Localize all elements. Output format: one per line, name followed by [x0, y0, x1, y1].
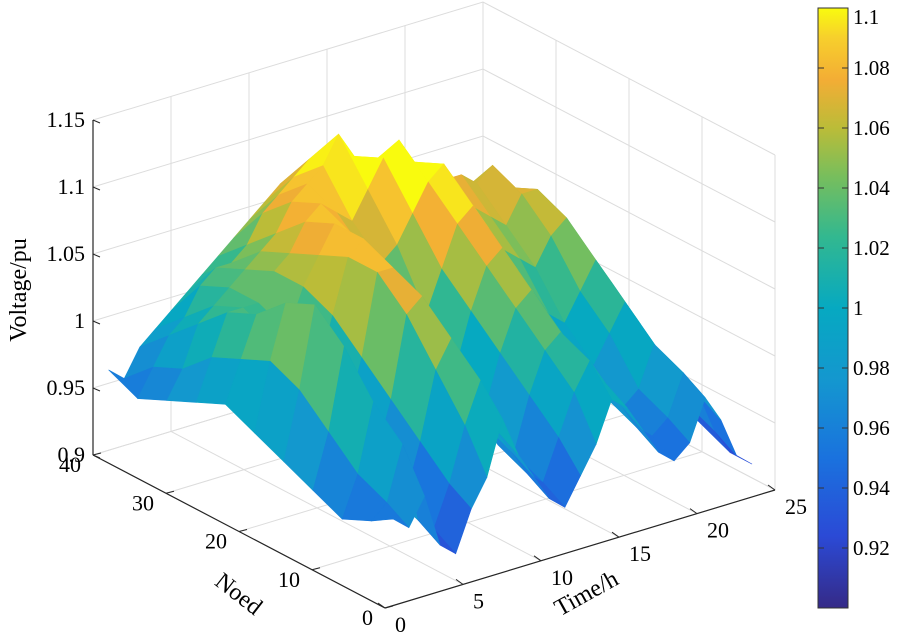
colorbar-tick-label: 0.96: [853, 416, 890, 440]
z-axis-label: Voltage/pu: [6, 238, 32, 342]
colorbar-tick-label: 1: [853, 296, 864, 320]
y-axis-label: Noed: [210, 568, 267, 620]
colorbar-tick-label: 1.08: [853, 56, 890, 80]
colorbar-tick-label: 1.04: [853, 176, 890, 200]
y-tick-mark: [92, 452, 102, 456]
x-tick-label: 10: [551, 565, 573, 590]
z-tick-label: 0.9: [58, 442, 86, 467]
x-tick-mark: [377, 602, 386, 609]
z-tick-mark: [92, 320, 101, 325]
surface-mesh: [108, 133, 753, 555]
colorbar-tick-label: 1.1: [853, 5, 879, 29]
y-tick-label: 40: [59, 452, 81, 477]
y-tick-mark: [238, 529, 248, 532]
colorbar-ticks: 0.92 0.94 0.96 0.98 1 1.02 1.04 1.06 1.08 1.1: [818, 5, 890, 560]
x-tick-label: 15: [629, 541, 651, 566]
z-tick-mark: [92, 454, 101, 459]
x-tick-label: 5: [473, 588, 484, 613]
x-tick-label: 0: [395, 612, 406, 636]
surface-patch: [370, 502, 410, 528]
y-tick-label: 30: [132, 490, 154, 515]
y-tick-label: 20: [205, 529, 227, 554]
y-tick-mark: [165, 490, 175, 494]
z-tick-mark: [92, 387, 101, 392]
x-axis-line: [384, 489, 776, 609]
x-tick-mark: [767, 484, 776, 491]
y-tick-mark: [311, 567, 321, 571]
z-tick-label: 1.15: [47, 107, 86, 132]
y-tick-mark: [384, 605, 394, 609]
colorbar-tick-label: 0.94: [853, 476, 890, 500]
z-tick-label: 1.05: [47, 241, 86, 266]
x-tick-mark: [611, 531, 620, 538]
z-tick-label: 1: [74, 308, 85, 333]
grid-line: [311, 451, 703, 571]
y-tick-label: 10: [278, 567, 300, 592]
z-tick-label: 1.1: [58, 174, 86, 199]
x-tick-mark: [533, 555, 542, 562]
x-tick-mark: [455, 578, 464, 585]
colorbar-tick-label: 0.98: [853, 356, 890, 380]
colorbar-tick-label: 1.02: [853, 236, 890, 260]
z-tick-label: 0.95: [47, 375, 86, 400]
z-tick-mark: [92, 119, 101, 124]
colorbar-tick-label: 0.92: [853, 536, 890, 560]
z-tick-mark: [92, 186, 101, 191]
x-tick-label: 20: [707, 518, 729, 543]
grid-line: [92, 1, 776, 156]
colorbar-tick-label: 1.06: [853, 116, 890, 140]
x-tick-label: 25: [785, 494, 807, 519]
z-tick-mark: [92, 253, 101, 258]
y-tick-label: 0: [362, 605, 373, 630]
axis-ticks: 0.9 0.95 1 1.05 1.1 1.15 0 10 20 30 40 0 5 10 15 20 25: [47, 107, 808, 636]
x-tick-mark: [689, 508, 698, 515]
